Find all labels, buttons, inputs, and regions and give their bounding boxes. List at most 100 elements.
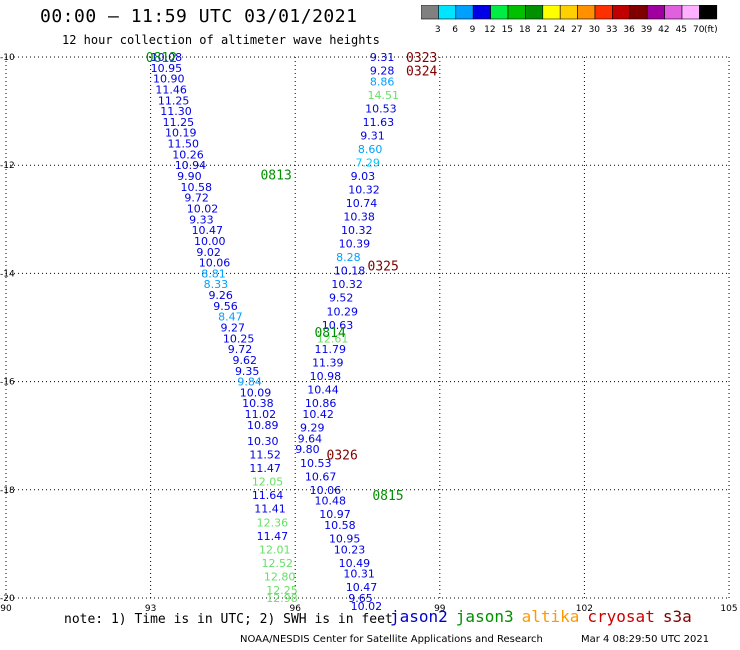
wave-height-value: 11.64 bbox=[252, 489, 284, 502]
wave-height-value: 10.98 bbox=[310, 370, 342, 383]
x-tick-label: 93 bbox=[145, 604, 156, 614]
legend-label: 39 bbox=[641, 25, 653, 35]
wave-height-value: 11.25 bbox=[158, 94, 190, 107]
wave-height-value: 11.25 bbox=[163, 116, 195, 129]
pass-time-label: 0325 bbox=[368, 259, 399, 274]
footer-credit: NOAA/NESDIS Center for Satellite Applica… bbox=[240, 634, 543, 645]
wave-height-value: 12.52 bbox=[261, 557, 293, 570]
wave-height-value: 9.31 bbox=[370, 51, 395, 64]
chart-subtitle: 12 hour collection of altimeter wave hei… bbox=[62, 33, 380, 47]
chart-title: 00:00 – 11:59 UTC 03/01/2021 bbox=[40, 6, 358, 27]
wave-height-value: 9.03 bbox=[351, 170, 376, 183]
legend-label: 18 bbox=[519, 25, 531, 35]
wave-height-value: 9.31 bbox=[360, 129, 385, 142]
legend-unit: (ft) bbox=[704, 25, 718, 35]
wave-height-value: 9.29 bbox=[300, 422, 325, 435]
wave-height-value: 10.02 bbox=[187, 202, 219, 215]
legend-label: 15 bbox=[502, 25, 513, 35]
pass-time-label: 0813 bbox=[260, 168, 291, 183]
wave-height-value: 10.06 bbox=[199, 257, 231, 270]
legend-label: 45 bbox=[676, 25, 687, 35]
legend-swatch bbox=[699, 5, 718, 20]
legend-label: 12 bbox=[484, 25, 495, 35]
wave-height-value: 7.29 bbox=[355, 156, 380, 169]
wave-height-value: 10.44 bbox=[307, 384, 339, 397]
wave-height-value: 8.86 bbox=[370, 75, 395, 88]
wave-height-value: 10.67 bbox=[305, 470, 337, 483]
wave-height-value: 9.27 bbox=[220, 322, 245, 335]
wave-height-value: 12.36 bbox=[257, 516, 289, 529]
wave-height-value: 12.25 bbox=[266, 584, 298, 597]
wave-height-value: 12.61 bbox=[317, 332, 349, 345]
wave-height-value: 10.58 bbox=[324, 519, 356, 532]
wave-height-value: 10.48 bbox=[314, 495, 346, 508]
wave-height-value: 10.02 bbox=[351, 600, 383, 613]
legend-label: 36 bbox=[623, 25, 635, 35]
satellite-name: jason3 bbox=[455, 607, 514, 626]
legend-label: 33 bbox=[606, 25, 617, 35]
satellite-legend: jason2 jason3 altika cryosat s3a bbox=[390, 607, 700, 626]
wave-height-value: 10.00 bbox=[194, 235, 226, 248]
legend-label: 3 bbox=[435, 25, 441, 35]
legend-label: 6 bbox=[452, 25, 458, 35]
wave-height-value: 9.26 bbox=[208, 289, 233, 302]
x-tick-label: 102 bbox=[576, 604, 593, 614]
wave-height-value: 11.46 bbox=[155, 83, 187, 96]
wave-height-value: 9.56 bbox=[213, 300, 238, 313]
wave-height-value: 12.80 bbox=[264, 570, 296, 583]
wave-height-value: 9.33 bbox=[189, 213, 214, 226]
wave-height-value: 10.42 bbox=[302, 408, 334, 421]
wave-height-value: 10.06 bbox=[310, 484, 342, 497]
wave-height-value: 11.47 bbox=[249, 462, 281, 475]
wave-height-value: 9.65 bbox=[348, 592, 373, 605]
wave-height-value: 10.74 bbox=[346, 197, 378, 210]
wave-height-value: 10.38 bbox=[343, 211, 375, 224]
pass-time-label: 0812 bbox=[146, 51, 177, 66]
wave-height-value: 10.89 bbox=[247, 419, 279, 432]
pass-time-label: 0324 bbox=[406, 65, 437, 80]
wave-height-value: 10.30 bbox=[247, 435, 279, 448]
wave-height-value: 11.63 bbox=[363, 116, 395, 129]
legend-label: 42 bbox=[658, 25, 669, 35]
y-tick-label: -18 bbox=[0, 486, 15, 496]
wave-height-value: 12.05 bbox=[252, 476, 284, 489]
wave-height-value: 9.84 bbox=[237, 376, 261, 389]
wave-height-value: 10.53 bbox=[365, 102, 397, 115]
wave-height-value: 10.47 bbox=[346, 581, 378, 594]
wave-height-value: 9.72 bbox=[228, 343, 253, 356]
satellite-name: cryosat bbox=[587, 607, 655, 626]
satellite-name: jason2 bbox=[390, 607, 448, 626]
wave-height-value: 10.32 bbox=[348, 184, 380, 197]
legend-label: 27 bbox=[571, 25, 582, 35]
wave-height-value: 11.79 bbox=[314, 343, 346, 356]
x-tick-label: 96 bbox=[289, 604, 301, 614]
wave-height-value: 9.90 bbox=[177, 170, 202, 183]
wave-height-value: 9.62 bbox=[233, 354, 257, 367]
wave-height-value: 9.02 bbox=[196, 246, 221, 259]
wave-height-value: 10.18 bbox=[334, 265, 366, 278]
pass-time-label: 0815 bbox=[372, 489, 403, 504]
wave-height-value: 10.19 bbox=[165, 127, 197, 140]
satellite-name: altika bbox=[521, 607, 580, 626]
wave-height-value: 10.39 bbox=[339, 238, 371, 251]
wave-height-value: 9.72 bbox=[184, 192, 209, 205]
legend-label: 21 bbox=[536, 25, 547, 35]
wave-height-value: 10.95 bbox=[329, 532, 361, 545]
legend-label: 24 bbox=[554, 25, 566, 35]
wave-height-value: 8.60 bbox=[358, 143, 383, 156]
wave-height-value: 8.28 bbox=[336, 251, 361, 264]
wave-height-value: 10.49 bbox=[339, 557, 371, 570]
pass-time-label: 0814 bbox=[314, 326, 345, 341]
wave-height-value: 8.47 bbox=[218, 311, 243, 324]
y-tick-label: -10 bbox=[0, 53, 15, 63]
wave-height-value: 10.58 bbox=[180, 181, 212, 194]
wave-height-value: 11.39 bbox=[312, 357, 344, 370]
wave-height-value: 10.38 bbox=[242, 397, 274, 410]
wave-height-value: 11.50 bbox=[167, 138, 199, 151]
legend-label: 30 bbox=[589, 25, 601, 35]
wave-height-value: 9.52 bbox=[329, 292, 354, 305]
wave-height-value: 10.86 bbox=[305, 397, 337, 410]
note-text: note: 1) Time is in UTC; 2) SWH is in fe… bbox=[64, 612, 393, 627]
wave-height-value: 10.26 bbox=[172, 148, 204, 161]
